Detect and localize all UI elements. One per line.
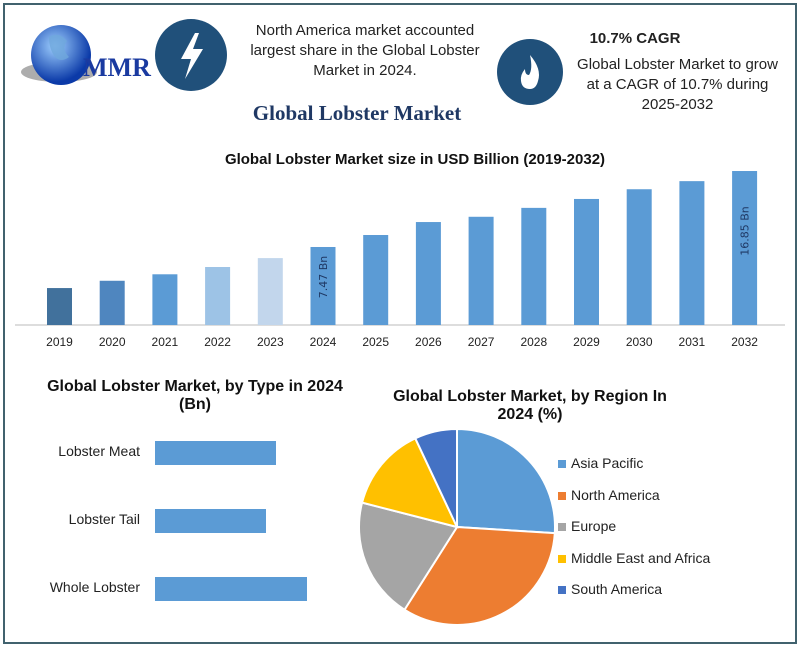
highlight-text: North America market accounted largest s…: [250, 22, 480, 79]
logo-text: MMR: [83, 53, 151, 82]
legend-label: Asia Pacific: [571, 455, 644, 471]
category-label: Lobster Meat: [58, 443, 140, 459]
x-tick-label: 2021: [151, 335, 179, 349]
bar-2022: [205, 267, 231, 325]
legend-label: Middle East and Africa: [571, 549, 711, 566]
slice-middle-east-and-africa: [360, 436, 459, 529]
category-label: Lobster Tail: [68, 511, 140, 527]
legend-label: North America: [571, 486, 660, 503]
cagr-text: Global Lobster Market to grow at a CAGR …: [577, 56, 778, 113]
bar-2025: [363, 235, 389, 325]
legend-item: North America: [558, 487, 660, 503]
bar-lobster-tail: [155, 509, 267, 533]
x-tick-label: 2019: [46, 335, 73, 349]
data-label: 7.47 Bn: [317, 256, 330, 299]
bar-lobster-meat: [155, 441, 277, 465]
type-chart-title: Global Lobster Market, by Type in 2024 (…: [47, 378, 343, 413]
legend-label: Europe: [571, 518, 617, 534]
legend-swatch: [558, 460, 566, 468]
bar-2027: [468, 216, 494, 325]
bar-chart-title: Global Lobster Market size in USD Billio…: [224, 151, 606, 168]
slice-south-america: [413, 427, 458, 528]
mmr-logo: MMR: [19, 17, 159, 97]
infographic: MMR North America market accounted large…: [3, 3, 797, 644]
legend-item: South America: [558, 581, 662, 597]
flame-icon: [497, 39, 563, 105]
legend-label: South America: [571, 581, 663, 597]
bar-2032: [732, 171, 758, 325]
legend-item: Middle East and Africa: [558, 550, 710, 566]
legend-swatch: [558, 523, 566, 531]
category-label: Whole Lobster: [49, 579, 140, 595]
bar-2023: [257, 258, 283, 325]
x-tick-label: 2032: [731, 335, 758, 349]
pie-chart-title: Global Lobster Market, by Region In 2024…: [393, 388, 667, 423]
globe-logo-icon: [21, 25, 97, 85]
bar-2019: [47, 288, 72, 325]
bar-2031: [679, 181, 705, 325]
x-tick-label: 2031: [678, 335, 706, 349]
bar-2026: [415, 222, 441, 325]
bar-whole-lobster: [155, 577, 307, 601]
slice-asia-pacific: [456, 427, 556, 535]
bar-2020: [99, 280, 125, 325]
x-tick-label: 2028: [520, 335, 548, 349]
lightning-icon: [155, 19, 227, 91]
bar-2028: [521, 207, 547, 325]
main-title: Global Lobster Market: [252, 101, 462, 125]
x-tick-label: 2022: [204, 335, 231, 349]
x-tick-label: 2027: [467, 335, 495, 349]
legend-swatch: [558, 554, 566, 563]
x-tick-label: 2029: [573, 335, 600, 349]
legend-swatch: [558, 586, 566, 594]
bar-2024: [310, 246, 336, 325]
bar-2030: [626, 189, 652, 325]
x-tick-label: 2023: [256, 335, 284, 349]
cagr-title: 10.7% CAGR: [589, 30, 681, 47]
data-label: 16.85 Bn: [739, 206, 752, 256]
x-tick-label: 2026: [415, 335, 442, 349]
legend-item: Asia Pacific: [558, 455, 643, 471]
x-tick-label: 2025: [362, 335, 390, 349]
bar-2029: [574, 198, 599, 325]
x-tick-label: 2020: [98, 335, 126, 349]
slice-europe: [358, 501, 459, 612]
bar-2021: [152, 274, 178, 325]
legend-item: Europe: [558, 518, 616, 534]
x-tick-label: 2030: [625, 335, 653, 349]
legend-swatch: [558, 491, 566, 500]
x-tick-label: 2024: [309, 335, 337, 349]
region-pie-chart: [358, 427, 556, 626]
market-size-bar-chart: 7.47 Bn 16.85 Bn: [15, 171, 785, 326]
